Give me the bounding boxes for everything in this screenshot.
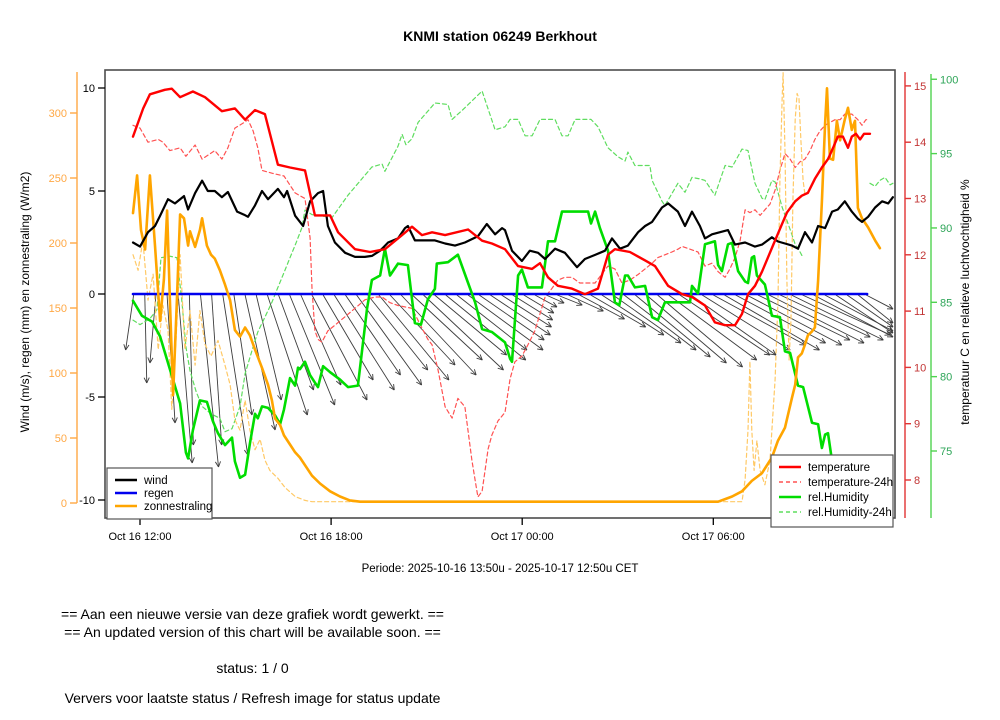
legend-label: rel.Humidity-24h xyxy=(808,507,892,519)
legend-label: wind xyxy=(143,475,168,487)
time-tick-label: Oct 16 18:00 xyxy=(300,531,363,543)
refresh-hint: Ververs voor laatste status / Refresh im… xyxy=(64,690,441,706)
temp-tick-label: 10 xyxy=(914,362,926,374)
axes: 0 50 100 150 200 250 300 -10 -5 0 5 10 Oct 16 12:00 O… xyxy=(49,69,958,543)
humidity-tick-label: 85 xyxy=(940,297,952,309)
series-temperature xyxy=(131,87,872,327)
time-tick-label: Oct 16 12:00 xyxy=(109,531,172,543)
humidity-tick-label: 80 xyxy=(940,372,952,384)
legend-label: rel.Humidity xyxy=(808,492,869,504)
notice-nl: == Aan een nieuwe versie van deze grafie… xyxy=(61,606,444,622)
status-text: status: 1 / 0 xyxy=(216,660,289,676)
time-tick-label: Oct 17 00:00 xyxy=(491,531,554,543)
radiation-tick-label: 200 xyxy=(49,238,67,250)
humidity-tick-label: 75 xyxy=(940,446,952,458)
wind-tick-label: 10 xyxy=(83,83,95,95)
notice-en: == An updated version of this chart will… xyxy=(64,624,441,640)
temp-tick-label: 8 xyxy=(914,475,920,487)
temp-tick-label: 11 xyxy=(914,306,925,318)
legend-label: zonnestraling xyxy=(144,501,212,513)
legend-right: temperature temperature-24h rel.Humidity re… xyxy=(770,454,894,528)
period-subtitle: Periode: 2025-10-16 13:50u - 2025-10-17 … xyxy=(361,563,639,575)
humidity-tick-label: 100 xyxy=(940,74,958,86)
series-temperature-24h xyxy=(132,113,869,498)
series-wind xyxy=(131,179,894,269)
wind-tick-label: 5 xyxy=(89,186,95,198)
humidity-tick-label: 95 xyxy=(940,149,952,161)
legend-label: regen xyxy=(144,488,173,500)
wind-tick-label: -5 xyxy=(85,392,95,404)
page-title: KNMI station 06249 Berkhout xyxy=(403,28,597,44)
radiation-tick-label: 0 xyxy=(61,498,67,510)
temp-tick-label: 14 xyxy=(914,137,926,149)
series-zonnestraling xyxy=(131,87,882,503)
temp-tick-label: 13 xyxy=(914,194,926,206)
humidity-tick-label: 90 xyxy=(940,223,952,235)
temp-tick-label: 15 xyxy=(914,81,926,93)
wind-tick-label: -10 xyxy=(79,495,95,507)
legend-label: temperature xyxy=(808,462,870,474)
wind-tick-label: 0 xyxy=(89,289,95,301)
temp-tick-label: 12 xyxy=(914,250,926,262)
radiation-tick-label: 150 xyxy=(49,303,67,315)
time-tick-label: Oct 17 06:00 xyxy=(682,531,745,543)
radiation-tick-label: 100 xyxy=(49,368,67,380)
temp-tick-label: 9 xyxy=(914,419,920,431)
radiation-tick-label: 50 xyxy=(55,433,67,445)
legend-label: temperature-24h xyxy=(808,477,893,489)
weather-chart: 0 50 100 150 200 250 300 -10 -5 0 5 10 Oct 16 12:00 O… xyxy=(49,69,958,543)
series-rel-humidity xyxy=(131,210,840,502)
radiation-tick-label: 300 xyxy=(49,108,67,120)
radiation-tick-label: 250 xyxy=(49,173,67,185)
series-rel-humidity-24h xyxy=(132,90,894,433)
